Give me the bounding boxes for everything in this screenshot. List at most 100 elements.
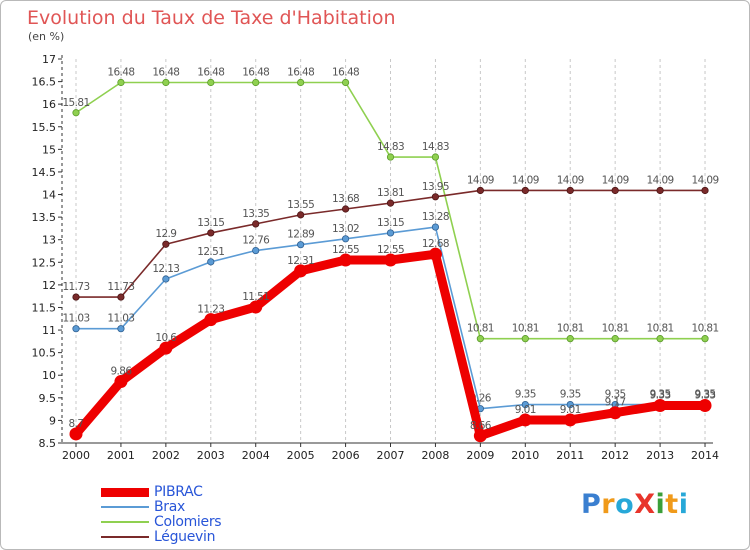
series-colomiers-point	[701, 335, 709, 343]
series-lguevin-data-label: 14.09	[512, 174, 539, 186]
logo-letter: o	[615, 489, 635, 520]
series-pibrac-point	[698, 399, 712, 413]
series-brax-point	[297, 241, 305, 249]
series-colomiers-point	[566, 335, 574, 343]
y-tick-label: 15.5	[32, 121, 57, 134]
series-brax-point	[431, 223, 440, 231]
series-colomiers-data-label: 10.81	[602, 323, 629, 335]
series-colomiers-point	[72, 109, 80, 117]
x-tick-label: 2006	[332, 449, 360, 462]
y-tick-label: 8.5	[39, 437, 57, 450]
series-pibrac-data-label: 10.6	[155, 332, 177, 344]
series-brax-point	[521, 400, 529, 409]
series-colomiers-point	[117, 78, 125, 87]
legend-swatch	[101, 487, 149, 497]
series-pibrac-data-label: 9.86	[110, 366, 132, 378]
y-tick-label: 10.5	[32, 347, 57, 360]
legend-label: Colomiers	[154, 514, 222, 530]
series-pibrac-data-label: 12.68	[422, 238, 449, 250]
series-lguevin-point	[297, 211, 305, 219]
series-lguevin-data-label: 13.35	[242, 208, 269, 220]
series-colomiers-data-label: 16.48	[242, 66, 269, 78]
x-tick-label: 2008	[421, 449, 449, 462]
series-colomiers-point	[476, 335, 484, 343]
series-brax-point	[117, 325, 125, 333]
series-colomiers-point	[162, 78, 170, 87]
legend-swatch	[101, 521, 149, 523]
series-lguevin-point	[341, 205, 350, 213]
series-brax-point	[341, 235, 350, 243]
series-pibrac-data-label: 12.55	[377, 244, 404, 256]
series-lguevin-data-label: 14.09	[467, 174, 494, 186]
y-tick-label: 11.5	[32, 301, 57, 314]
x-tick-label: 2011	[556, 449, 584, 462]
y-tick-label: 10	[42, 369, 56, 382]
y-tick-label: 12	[42, 279, 56, 292]
logo-letter: i	[678, 489, 689, 520]
series-colomiers-point	[386, 153, 395, 161]
series-colomiers-point	[521, 335, 529, 343]
series-brax-data-label: 12.13	[152, 263, 179, 275]
series-colomiers-point	[341, 78, 350, 87]
series-pibrac-point	[518, 413, 532, 427]
series-colomiers-data-label: 14.83	[422, 141, 449, 153]
series-lguevin-data-label: 14.09	[647, 174, 674, 186]
series-pibrac-data-label: 12.31	[287, 255, 314, 267]
series-lguevin-point	[476, 186, 484, 195]
series-brax-data-label: 13.15	[377, 217, 404, 229]
series-pibrac-data-label: 9.01	[515, 404, 536, 416]
x-tick-label: 2014	[691, 449, 719, 462]
series-pibrac-point	[69, 427, 83, 441]
series-colomiers-point	[252, 78, 260, 87]
series-brax-point	[566, 400, 574, 409]
series-brax-point	[252, 246, 260, 255]
series-brax-data-label: 12.76	[242, 235, 270, 247]
series-colomiers-data-label: 10.81	[512, 323, 539, 335]
series-lguevin-data-label: 13.55	[287, 199, 314, 211]
y-tick-label: 9	[49, 414, 56, 427]
series-colomiers-data-label: 10.81	[467, 323, 494, 335]
x-tick-label: 2005	[287, 449, 315, 462]
y-tick-label: 9.5	[39, 392, 57, 405]
series-brax-data-label: 9.35	[695, 389, 716, 401]
chart-title: Evolution du Taux de Taxe d'Habitation	[27, 7, 396, 29]
logo-letter: i	[655, 489, 666, 520]
series-lguevin-point	[521, 186, 529, 195]
legend-swatch	[101, 506, 149, 508]
series-colomiers-data-label: 16.48	[287, 66, 314, 78]
series-colomiers-data-label: 16.48	[197, 66, 224, 78]
series-pibrac-point	[473, 429, 487, 443]
x-tick-label: 2013	[646, 449, 674, 462]
series-brax-point	[207, 258, 215, 266]
series-lguevin: 11.73 11.73 12.9 13.15 13.35 13.55 13.68 13.81 1…	[62, 174, 719, 301]
series-pibrac-data-label: 9.33	[650, 390, 671, 402]
series-lguevin-point	[566, 186, 574, 195]
series-brax-data-label: 9.35	[650, 389, 671, 401]
series-lguevin-data-label: 13.81	[377, 187, 404, 199]
series-pibrac-point	[608, 406, 622, 420]
logo-letter: t	[665, 489, 679, 520]
series-pibrac-data-label: 8.66	[470, 420, 492, 432]
legend-label: Brax	[154, 499, 186, 515]
x-tick-label: 2002	[152, 449, 180, 462]
series-lguevin-data-label: 14.09	[557, 174, 584, 186]
series-lguevin-data-label: 14.09	[602, 174, 629, 186]
series-brax: 11.03 11.03 12.13 12.51 12.76 12.89 13.02 13.15…	[62, 211, 716, 413]
series-brax-data-label: 12.51	[197, 246, 224, 258]
x-tick-label: 2012	[601, 449, 629, 462]
y-tick-label: 13.5	[32, 211, 57, 224]
series-lguevin-point	[72, 293, 80, 301]
series-brax-point	[72, 325, 80, 333]
series-pibrac-data-label: 9.33	[695, 390, 716, 402]
y-tick-label: 17	[42, 53, 56, 66]
plot-area	[62, 59, 713, 443]
y-tick-label: 13	[42, 234, 56, 247]
series-lguevin-point	[207, 229, 215, 237]
series-lguevin-point	[431, 193, 440, 201]
series-colomiers-data-label: 10.81	[557, 323, 584, 335]
series-pibrac-point	[114, 375, 128, 389]
logo-letter: X	[634, 489, 656, 520]
y-tick-label: 14.5	[32, 166, 57, 179]
